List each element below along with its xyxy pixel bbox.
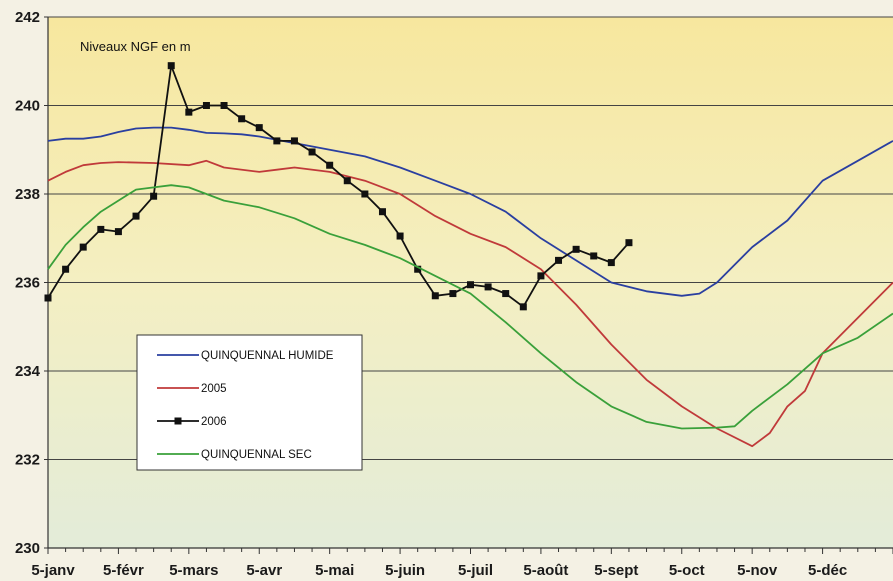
point-2-23 xyxy=(449,290,457,298)
point-2-13 xyxy=(273,137,281,145)
point-2-9 xyxy=(202,102,210,109)
y-tick-label-2: 234 xyxy=(15,363,41,380)
point-2-5 xyxy=(132,212,140,220)
legend-label-3: QUINQUENNAL SEC xyxy=(201,449,312,461)
point-2-15 xyxy=(308,148,316,156)
point-2-25 xyxy=(484,283,492,291)
point-2-26 xyxy=(502,290,510,298)
y-tick-label-6: 242 xyxy=(15,9,40,26)
x-tick-label-11: 5-déc xyxy=(808,562,847,579)
x-tick-label-2: 5-mars xyxy=(169,562,218,579)
point-2-19 xyxy=(378,208,386,216)
legend-label-1: 2005 xyxy=(201,383,227,395)
y-tick-label-1: 232 xyxy=(15,452,40,469)
point-2-0 xyxy=(44,294,52,302)
point-2-21 xyxy=(414,265,422,273)
y-tick-label-5: 240 xyxy=(15,98,40,115)
niveaux-annotation: Niveaux NGF en m xyxy=(80,39,191,54)
series-line-3 xyxy=(47,184,893,430)
x-tick-label-9: 5-oct xyxy=(669,562,705,579)
legend-label-0: QUINQUENNAL HUMIDE xyxy=(201,350,334,362)
point-2-12 xyxy=(255,124,263,132)
point-2-29 xyxy=(555,256,563,264)
point-2-22 xyxy=(431,292,439,300)
legend-box xyxy=(136,334,363,471)
x-tick-label-8: 5-sept xyxy=(594,562,638,579)
x-tick-label-6: 5-juil xyxy=(458,562,493,579)
point-2-14 xyxy=(290,137,298,145)
point-2-10 xyxy=(220,102,228,109)
point-2-27 xyxy=(519,303,527,311)
point-2-3 xyxy=(97,225,105,233)
point-2-33 xyxy=(625,239,633,247)
legend-label-2: 2006 xyxy=(201,416,227,428)
x-tick-label-0: 5-janv xyxy=(31,562,75,579)
point-2-30 xyxy=(572,245,580,253)
x-tick-label-10: 5-nov xyxy=(737,562,778,579)
point-2-24 xyxy=(467,281,474,289)
point-2-31 xyxy=(590,252,598,260)
point-2-17 xyxy=(343,177,351,185)
point-2-1 xyxy=(62,265,70,273)
series-line-2 xyxy=(47,64,630,308)
point-2-7 xyxy=(167,62,175,70)
point-2-6 xyxy=(150,192,158,200)
axes: 230 232 234 236 238 240 242 5-janv 5-févr 5-mars 5… xyxy=(15,9,893,579)
point-2-4 xyxy=(114,228,122,236)
x-tick-label-5: 5-juin xyxy=(385,562,425,579)
series-line-0 xyxy=(47,126,893,297)
point-2-8 xyxy=(185,108,193,116)
point-2-28 xyxy=(537,272,545,280)
point-2-20 xyxy=(396,232,404,240)
point-2-11 xyxy=(238,115,246,123)
y-tick-label-3: 236 xyxy=(15,275,40,292)
point-2-16 xyxy=(326,161,334,169)
y-tick-label-4: 238 xyxy=(15,186,40,203)
point-2-2 xyxy=(79,243,87,251)
series-layer xyxy=(44,62,893,448)
x-tick-label-7: 5-août xyxy=(523,562,568,579)
x-tick-label-3: 5-avr xyxy=(246,562,282,579)
point-2-18 xyxy=(361,190,369,198)
legend-marker-2 xyxy=(174,417,182,425)
series-line-1 xyxy=(47,159,893,448)
point-2-32 xyxy=(607,259,615,267)
x-tick-label-1: 5-févr xyxy=(103,562,144,579)
x-tick-label-4: 5-mai xyxy=(315,562,354,579)
legend: QUINQUENNAL HUMIDE 2005 2006 QUINQUENNAL SE… xyxy=(136,334,363,471)
y-tick-label-0: 230 xyxy=(15,540,40,557)
